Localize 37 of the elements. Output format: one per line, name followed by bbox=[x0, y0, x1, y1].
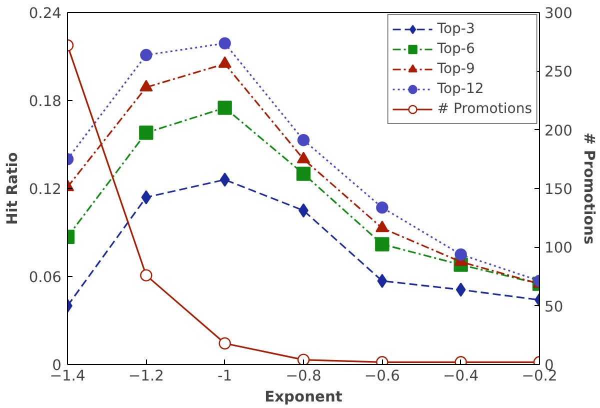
point bbox=[454, 248, 467, 261]
y-tick-label: 0 bbox=[52, 357, 62, 374]
point bbox=[377, 274, 388, 288]
y2-tick-label: 100 bbox=[544, 240, 572, 257]
y2-tick-label: 150 bbox=[544, 181, 572, 198]
y2-tick-label: 200 bbox=[544, 122, 572, 140]
legend-label: Top-9 bbox=[437, 61, 475, 77]
y-tick-label: 0.18 bbox=[28, 93, 62, 110]
y-tick-label: 0.12 bbox=[28, 181, 62, 198]
y2-tick-label: 50 bbox=[544, 298, 564, 316]
point bbox=[376, 201, 388, 214]
legend-label: Top-3 bbox=[437, 21, 475, 37]
point bbox=[297, 354, 310, 364]
point bbox=[218, 337, 231, 350]
y2-tick-label: 300 bbox=[544, 5, 572, 22]
y-tick-label: 0.24 bbox=[28, 5, 62, 22]
y-axis-title: Hit Ratio bbox=[4, 152, 21, 225]
point bbox=[456, 282, 466, 297]
x-tick-label: −0.4 bbox=[443, 368, 479, 384]
point bbox=[140, 269, 152, 282]
x-tick-label: −1.2 bbox=[128, 368, 164, 384]
point bbox=[218, 37, 231, 50]
x-tick-label: −0.6 bbox=[364, 368, 400, 384]
point bbox=[296, 166, 311, 181]
point bbox=[218, 100, 232, 115]
point bbox=[220, 172, 230, 187]
x-tick-label: -1 bbox=[218, 368, 232, 384]
legend-label: Top-12 bbox=[437, 81, 484, 97]
legend-label: Top-6 bbox=[437, 41, 475, 57]
point bbox=[375, 237, 390, 252]
x-axis-title: Exponent bbox=[264, 388, 342, 406]
y-tick-label: 0.06 bbox=[28, 269, 62, 286]
point bbox=[297, 134, 310, 146]
y2-tick-label: 250 bbox=[544, 64, 572, 81]
x-tick-label: −0.8 bbox=[286, 368, 322, 384]
legend-label: # Promotions bbox=[437, 101, 532, 117]
y2-axis-title: # Promotions bbox=[580, 132, 598, 245]
